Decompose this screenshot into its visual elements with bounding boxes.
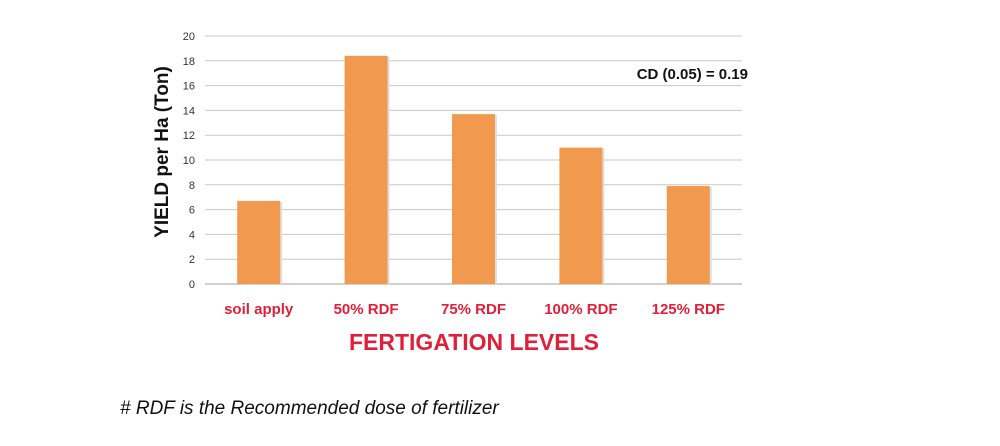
y-tick-label: 14 [183,105,195,117]
y-tick-label: 12 [183,130,195,142]
cd-annotation: CD (0.05) = 0.19 [637,66,748,83]
y-axis-label: YIELD per Ha (Ton) [152,66,173,238]
bars [237,55,712,285]
y-tick-label: 0 [189,279,195,291]
y-tick-label: 10 [183,155,195,167]
y-tick-label: 6 [189,205,195,217]
bar [237,200,281,284]
x-category-label: 75% RDF [441,301,506,318]
y-tick-label: 4 [189,229,195,241]
y-tick-labels: 0 2 4 6 8 10 12 14 16 18 20 [183,31,195,291]
bar-chart: 0 2 4 6 8 10 12 14 16 18 20 soil apply 50% RDF 75% R… [152,31,748,355]
x-axis-label: FERTIGATION LEVELS [349,329,599,355]
y-tick-label: 2 [189,254,195,266]
x-category-labels: soil apply 50% RDF 75% RDF 100% RDF 125% RDF [224,301,725,318]
y-tick-label: 16 [183,81,195,93]
footnote: # RDF is the Recommended dose of fertili… [120,398,499,419]
y-tick-label: 8 [189,180,195,192]
x-category-label: 100% RDF [544,301,617,318]
y-tick-label: 20 [183,31,195,43]
bar [559,147,603,284]
x-category-label: soil apply [224,301,294,318]
bar [344,55,388,285]
bar [452,114,495,285]
x-category-label: 50% RDF [334,301,399,318]
x-category-label: 125% RDF [652,301,725,318]
bar [666,186,710,284]
y-tick-label: 18 [183,56,195,68]
